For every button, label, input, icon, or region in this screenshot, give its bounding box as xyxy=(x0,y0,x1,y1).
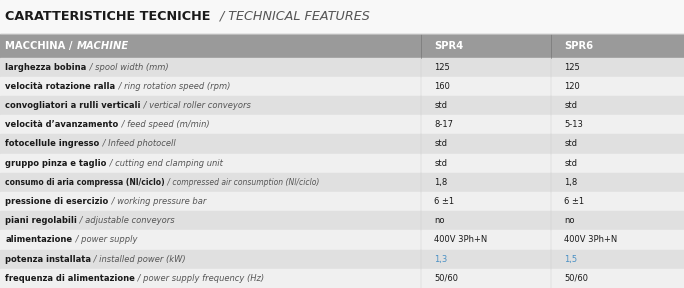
Text: / feed speed (m/min): / feed speed (m/min) xyxy=(119,120,209,129)
Text: 160: 160 xyxy=(434,82,450,91)
Text: std: std xyxy=(434,139,447,149)
Bar xyxy=(0,96,684,115)
Text: 125: 125 xyxy=(564,63,580,72)
Text: 8-17: 8-17 xyxy=(434,120,453,129)
Text: CARATTERISTICHE TECNICHE: CARATTERISTICHE TECNICHE xyxy=(5,10,211,23)
Text: 50/60: 50/60 xyxy=(434,274,458,283)
Text: velocità rotazione ralla: velocità rotazione ralla xyxy=(5,82,116,91)
Text: gruppo pinza e taglio: gruppo pinza e taglio xyxy=(5,159,107,168)
Text: 1,3: 1,3 xyxy=(434,255,447,264)
Text: / Infeed photocell: / Infeed photocell xyxy=(100,139,176,149)
Text: pressione di esercizio: pressione di esercizio xyxy=(5,197,109,206)
Text: std: std xyxy=(564,159,577,168)
Text: / cutting end clamping unit: / cutting end clamping unit xyxy=(107,159,223,168)
Bar xyxy=(0,134,684,154)
Text: std: std xyxy=(564,101,577,110)
Text: / working pressure bar: / working pressure bar xyxy=(109,197,206,206)
Bar xyxy=(0,211,684,230)
Text: 1,8: 1,8 xyxy=(564,178,577,187)
Text: SPR4: SPR4 xyxy=(434,41,464,51)
Text: frequenza di alimentazione: frequenza di alimentazione xyxy=(5,274,135,283)
Text: / spool width (mm): / spool width (mm) xyxy=(87,63,168,72)
Text: fotocellule ingresso: fotocellule ingresso xyxy=(5,139,100,149)
Text: velocità d’avanzamento: velocità d’avanzamento xyxy=(5,120,119,129)
Text: 1,8: 1,8 xyxy=(434,178,447,187)
Text: convogliatori a rulli verticali: convogliatori a rulli verticali xyxy=(5,101,141,110)
Bar xyxy=(0,115,684,134)
Text: MACHINE: MACHINE xyxy=(77,41,129,51)
Text: larghezza bobina: larghezza bobina xyxy=(5,63,87,72)
Text: 6 ±1: 6 ±1 xyxy=(434,197,454,206)
Text: / compressed air consumption (Nl/ciclo): / compressed air consumption (Nl/ciclo) xyxy=(165,178,319,187)
Text: alimentazione: alimentazione xyxy=(5,236,73,245)
Bar xyxy=(0,0,684,34)
Text: MACCHINA /: MACCHINA / xyxy=(5,41,77,51)
Text: potenza installata: potenza installata xyxy=(5,255,92,264)
Text: 400V 3Ph+N: 400V 3Ph+N xyxy=(564,236,618,245)
Bar xyxy=(0,58,684,77)
Bar xyxy=(0,269,684,288)
Bar xyxy=(0,192,684,211)
Text: 6 ±1: 6 ±1 xyxy=(564,197,584,206)
Text: 50/60: 50/60 xyxy=(564,274,588,283)
Text: / adjustable conveyors: / adjustable conveyors xyxy=(77,216,175,225)
Bar xyxy=(0,154,684,173)
Bar xyxy=(0,250,684,269)
Text: std: std xyxy=(434,101,447,110)
Text: 120: 120 xyxy=(564,82,580,91)
Text: / TECHNICAL FEATURES: / TECHNICAL FEATURES xyxy=(216,10,370,23)
Bar xyxy=(0,34,684,58)
Text: std: std xyxy=(564,139,577,149)
Text: SPR6: SPR6 xyxy=(564,41,594,51)
Text: / power supply: / power supply xyxy=(73,236,137,245)
Text: / power supply frequency (Hz): / power supply frequency (Hz) xyxy=(135,274,265,283)
Text: / ring rotation speed (rpm): / ring rotation speed (rpm) xyxy=(116,82,230,91)
Text: no: no xyxy=(564,216,575,225)
Text: piani regolabili: piani regolabili xyxy=(5,216,77,225)
Text: no: no xyxy=(434,216,445,225)
Text: / installed power (kW): / installed power (kW) xyxy=(92,255,186,264)
Bar xyxy=(0,230,684,250)
Text: 400V 3Ph+N: 400V 3Ph+N xyxy=(434,236,488,245)
Text: / vertical roller conveyors: / vertical roller conveyors xyxy=(141,101,251,110)
Text: consumo di aria compressa (Nl/ciclo): consumo di aria compressa (Nl/ciclo) xyxy=(5,178,165,187)
Text: 125: 125 xyxy=(434,63,450,72)
Text: 1,5: 1,5 xyxy=(564,255,577,264)
Bar xyxy=(0,173,684,192)
Text: std: std xyxy=(434,159,447,168)
Text: 5-13: 5-13 xyxy=(564,120,583,129)
Bar xyxy=(0,77,684,96)
